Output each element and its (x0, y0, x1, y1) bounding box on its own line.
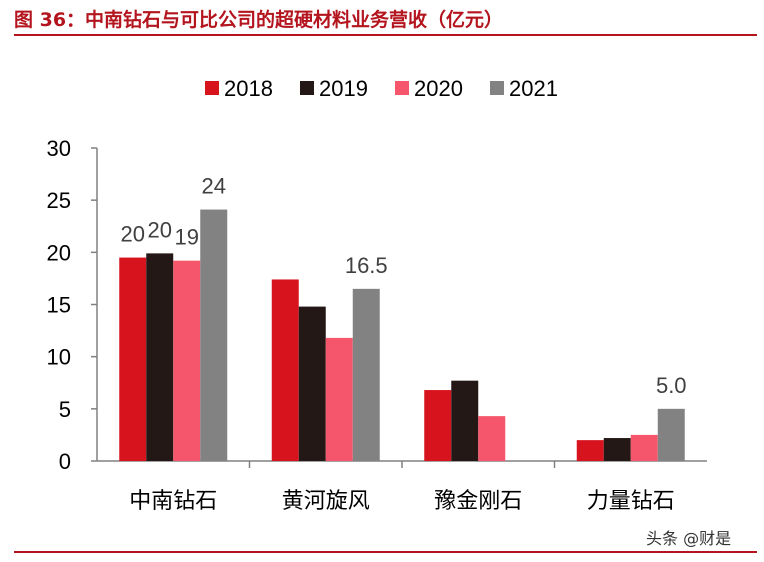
legend-swatch-2021 (490, 81, 504, 95)
y-tick-label: 30 (47, 136, 71, 161)
data-label: 24 (202, 174, 226, 199)
bar-2018-1 (119, 257, 147, 461)
legend-label: 2019 (319, 76, 368, 101)
bar-2018-4 (576, 440, 604, 461)
bottom-divider (14, 551, 757, 553)
bar-2021-1 (200, 209, 228, 461)
data-label: 20 (148, 217, 172, 242)
y-tick-label: 20 (47, 240, 71, 265)
category-label: 中南钻石 (129, 489, 217, 514)
bar-2019-3 (451, 380, 479, 461)
data-label: 5.0 (656, 373, 687, 398)
bar-2021-2 (352, 288, 380, 461)
category-label: 豫金刚石 (434, 489, 522, 514)
bar-2020-1 (173, 260, 201, 461)
data-label: 16.5 (345, 253, 388, 278)
bar-2019-4 (603, 438, 631, 461)
y-tick-label: 5 (59, 397, 71, 422)
legend-swatch-2020 (395, 81, 409, 95)
category-label: 力量钻石 (587, 489, 675, 514)
legend-label: 2021 (509, 76, 558, 101)
y-tick-label: 10 (47, 345, 71, 370)
y-tick-label: 25 (47, 188, 71, 213)
legend-swatch-2018 (205, 81, 219, 95)
data-label: 20 (121, 222, 145, 247)
legend-label: 2020 (414, 76, 463, 101)
legend-swatch-2019 (300, 81, 314, 95)
bar-2021-4 (657, 408, 685, 461)
data-label: 19 (175, 225, 199, 250)
bar-2019-1 (146, 253, 174, 461)
watermark-text: 头条 @财是 (646, 529, 732, 548)
bar-2019-2 (298, 306, 326, 461)
y-tick-label: 0 (59, 449, 71, 474)
bar-2018-2 (271, 279, 299, 461)
bar-2020-3 (478, 416, 506, 461)
bar-2020-2 (325, 337, 353, 461)
bar-2018-3 (424, 390, 452, 461)
legend-label: 2018 (224, 76, 273, 101)
figure-title: 图 36：中南钻石与可比公司的超硬材料业务营收（亿元） (14, 9, 504, 31)
bar-2020-4 (630, 434, 658, 461)
category-label: 黄河旋风 (282, 489, 370, 514)
y-tick-label: 15 (47, 293, 71, 318)
title-divider (14, 34, 757, 36)
